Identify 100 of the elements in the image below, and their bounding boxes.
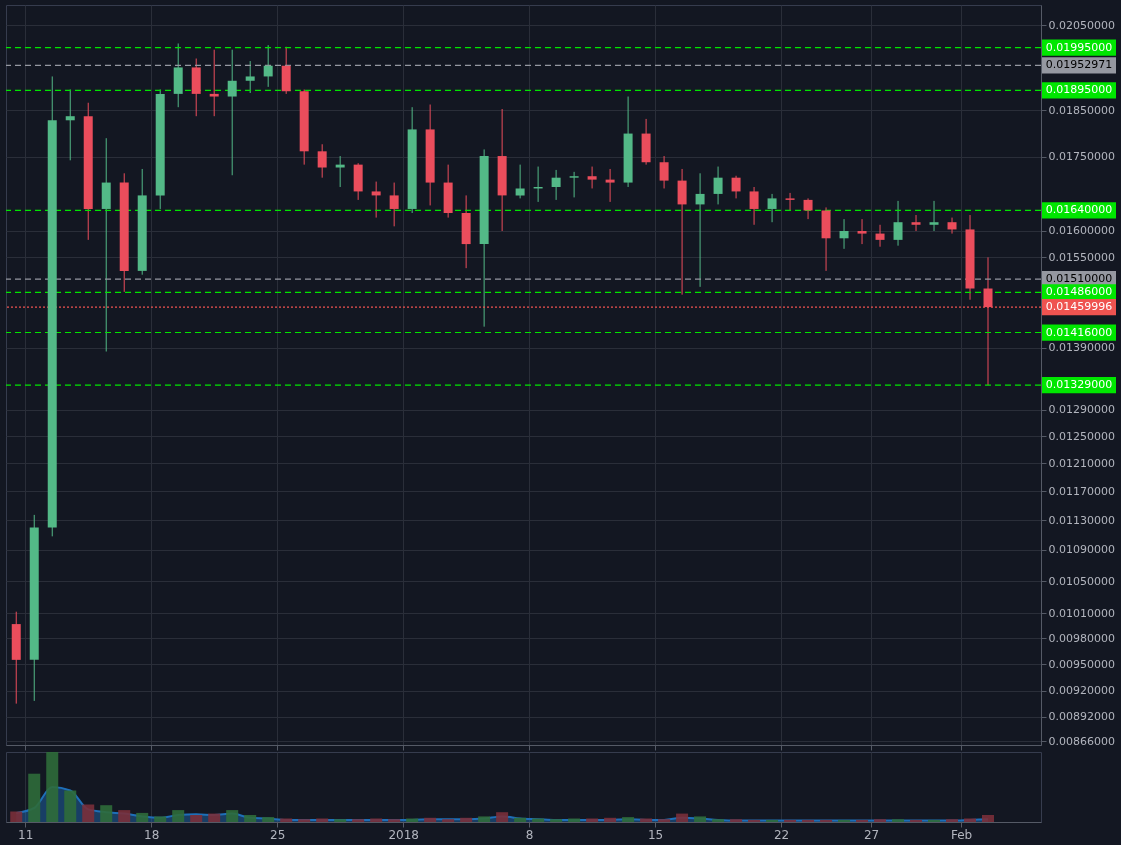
candlestick xyxy=(929,200,939,232)
bar xyxy=(622,817,635,822)
bar xyxy=(514,817,527,822)
y-tick-label: 0.01210000 xyxy=(1048,456,1115,470)
bar xyxy=(982,815,995,822)
y-tick-label: 0.01050000 xyxy=(1048,574,1115,588)
candlestick xyxy=(695,172,705,288)
x-tick-label: 25 xyxy=(270,827,286,842)
bar xyxy=(82,804,95,822)
candlestick xyxy=(317,143,327,179)
candlestick xyxy=(371,181,381,219)
bar xyxy=(496,812,509,822)
bar xyxy=(802,819,815,822)
bar xyxy=(676,813,689,822)
x-tick-label: 27 xyxy=(863,827,880,842)
candlestick xyxy=(875,224,885,248)
bar xyxy=(424,817,437,822)
candlestick xyxy=(893,200,903,247)
bar xyxy=(334,819,347,822)
y-tick-label: 0.01250000 xyxy=(1048,429,1115,443)
candlestick xyxy=(551,169,561,201)
bar xyxy=(226,810,239,822)
candlestick xyxy=(335,155,345,188)
candlestick xyxy=(713,166,723,205)
y-tick-label: 0.00866000 xyxy=(1048,734,1115,748)
candlestick xyxy=(785,192,795,211)
candlestick xyxy=(587,166,597,189)
y-tick-label: 0.01600000 xyxy=(1048,224,1115,238)
candlestick xyxy=(515,164,525,199)
bar xyxy=(748,819,761,822)
bar xyxy=(10,811,23,822)
bar xyxy=(712,819,725,822)
ref-line-label: 0.01895000 xyxy=(1045,83,1113,97)
y-tick-label: 0.01550000 xyxy=(1048,250,1115,264)
bar xyxy=(892,819,905,822)
y-tick-label: 0.02050000 xyxy=(1048,18,1115,32)
ref-line-label: 0.01459996 xyxy=(1045,300,1113,314)
candlestick xyxy=(389,182,399,227)
bar xyxy=(856,819,869,822)
bar xyxy=(874,819,887,822)
candlestick xyxy=(911,214,921,232)
bar xyxy=(820,819,833,822)
bar xyxy=(172,810,185,822)
candlestick xyxy=(947,217,957,235)
y-tick-label: 0.01850000 xyxy=(1048,103,1115,117)
y-tick-label: 0.01130000 xyxy=(1048,513,1115,527)
x-tick-label: 8 xyxy=(525,827,534,842)
bar xyxy=(730,819,743,822)
y-tick-label: 0.00920000 xyxy=(1048,684,1115,698)
bar xyxy=(604,817,617,822)
y-tick-label: 0.00980000 xyxy=(1048,631,1115,645)
ref-line-label: 0.01329000 xyxy=(1045,378,1113,392)
candlestick xyxy=(659,155,669,189)
bar xyxy=(928,819,941,822)
bar xyxy=(28,773,41,822)
candlestick xyxy=(749,186,759,226)
candlestick xyxy=(209,49,219,117)
ref-line-label: 0.01416000 xyxy=(1045,325,1113,339)
bar xyxy=(910,819,923,822)
candlestick xyxy=(677,168,687,296)
y-tick-label: 0.00950000 xyxy=(1048,657,1115,671)
x-tick-label: Feb xyxy=(950,827,973,842)
bar xyxy=(694,816,707,822)
y-tick-label: 0.00892000 xyxy=(1048,710,1115,724)
candlestick xyxy=(263,44,273,88)
bar xyxy=(442,819,455,822)
bar xyxy=(208,813,221,822)
x-tick-label: 22 xyxy=(773,827,790,842)
candlestick xyxy=(227,49,237,176)
bar xyxy=(46,752,59,822)
candlestick xyxy=(245,60,255,94)
bar xyxy=(262,817,275,822)
ref-line-label: 0.01995000 xyxy=(1045,40,1113,54)
y-tick-label: 0.01170000 xyxy=(1048,484,1115,498)
bar xyxy=(460,817,473,822)
x-tick-label: 15 xyxy=(647,827,664,842)
candlestick xyxy=(803,197,813,220)
bar xyxy=(946,819,959,822)
bar xyxy=(298,819,311,822)
x-tick-label: 11 xyxy=(18,827,34,842)
y-tick-label: 0.01090000 xyxy=(1048,543,1115,557)
ref-line-label: 0.01486000 xyxy=(1045,285,1113,299)
bar xyxy=(784,819,797,822)
x-tick-label: 18 xyxy=(144,827,160,842)
candlestick xyxy=(767,193,777,223)
y-tick-label: 0.01290000 xyxy=(1048,403,1115,417)
candlestick xyxy=(605,168,615,203)
bar xyxy=(352,819,365,822)
bar xyxy=(658,819,671,822)
bar xyxy=(154,816,167,822)
bar xyxy=(136,812,149,822)
y-tick-label: 0.01750000 xyxy=(1048,150,1115,164)
bar xyxy=(388,819,401,822)
y-tick-label: 0.01010000 xyxy=(1048,606,1115,620)
y-tick-label: 0.01390000 xyxy=(1048,341,1115,355)
ref-line-label: 0.01952971 xyxy=(1045,58,1113,72)
candlestick xyxy=(839,218,849,250)
candlestick xyxy=(569,171,579,198)
candlestick xyxy=(857,218,867,245)
candlestick xyxy=(731,175,741,199)
